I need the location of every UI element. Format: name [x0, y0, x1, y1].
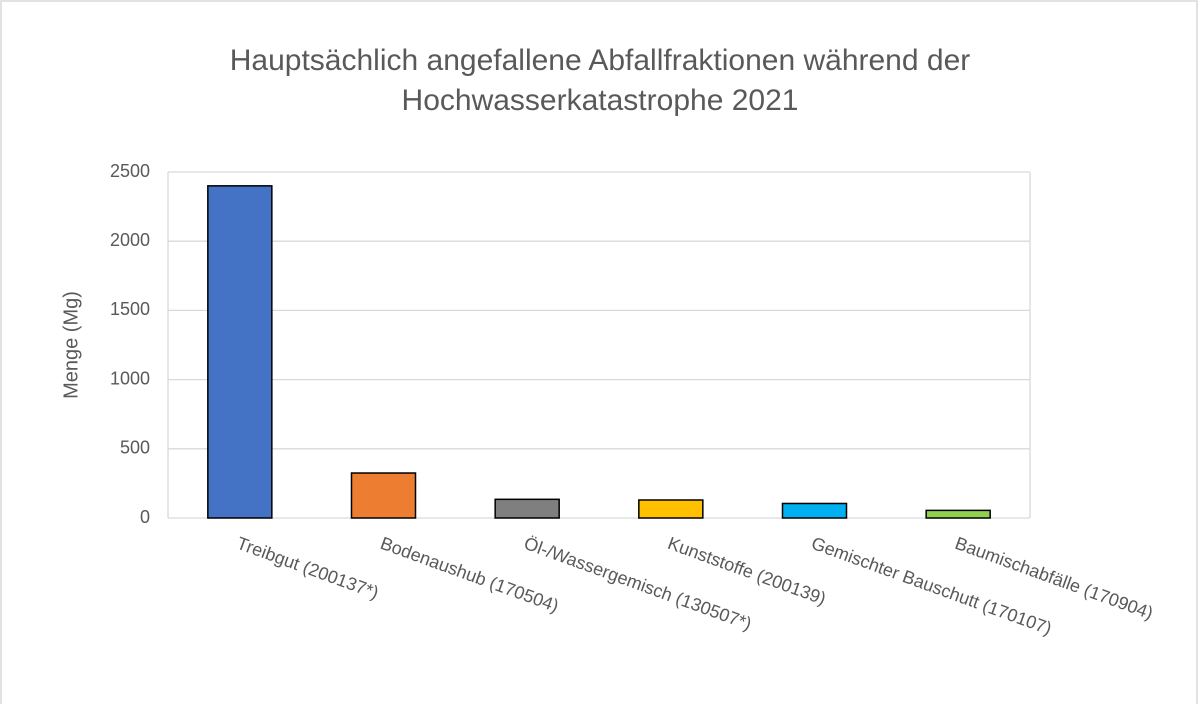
- bar: [207, 185, 273, 519]
- y-tick-label: 0: [140, 507, 150, 527]
- y-axis-title: Menge (Mg): [60, 291, 82, 399]
- y-tick-label: 2000: [110, 230, 150, 250]
- y-tick-label: 1000: [110, 368, 150, 388]
- bar: [781, 502, 848, 519]
- y-tick-label: 500: [120, 438, 150, 458]
- bar: [350, 472, 417, 519]
- bar: [494, 498, 560, 519]
- chart-title: Hauptsächlich angefallene Abfallfraktion…: [230, 44, 971, 77]
- chart-title: Hochwasserkatastrophe 2021: [402, 84, 799, 117]
- y-tick-label: 1500: [110, 299, 150, 319]
- bar: [638, 499, 704, 519]
- y-tick-label: 2500: [110, 161, 150, 181]
- bar: [925, 509, 991, 519]
